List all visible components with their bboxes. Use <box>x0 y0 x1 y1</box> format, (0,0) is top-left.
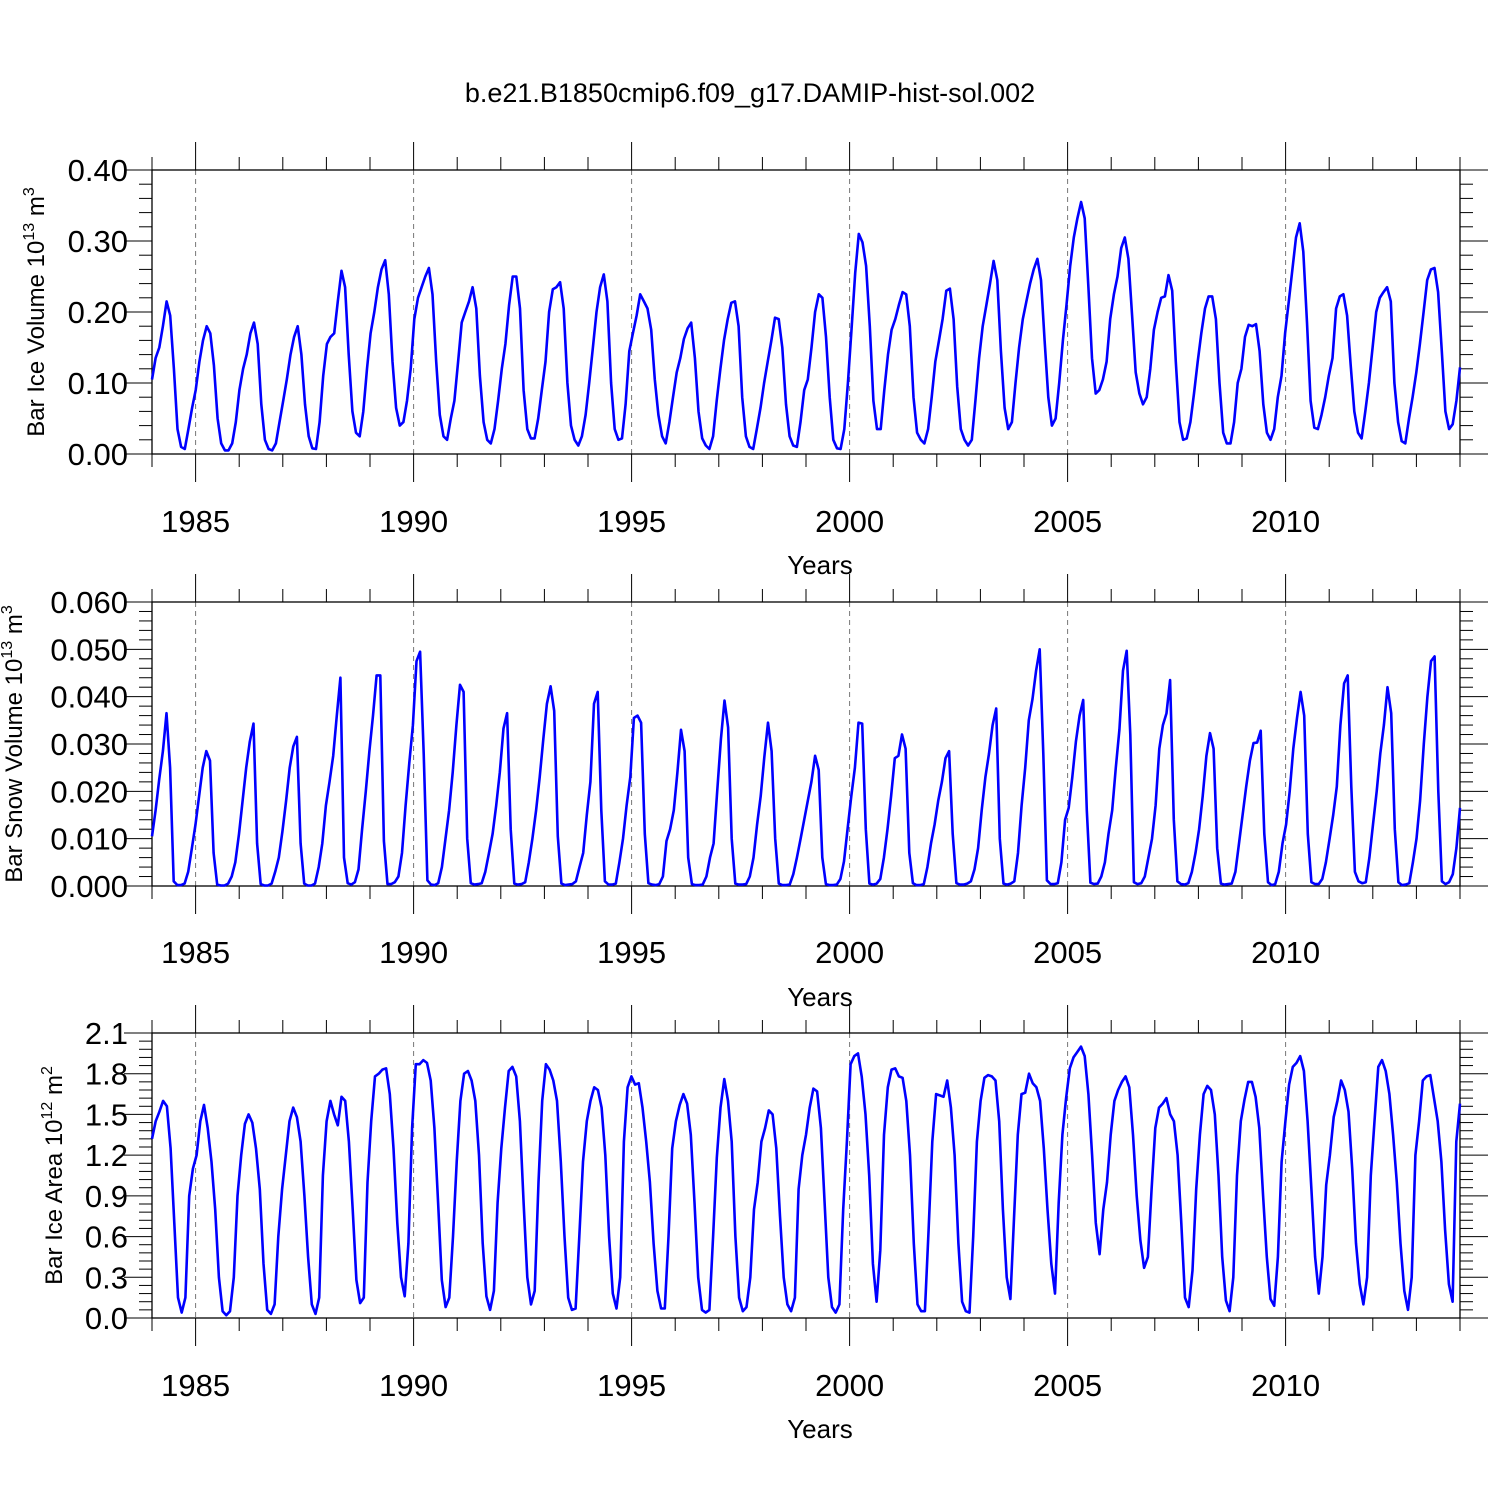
y-tick-label: 0.060 <box>50 585 128 620</box>
x-tick-label: 2005 <box>1033 1368 1102 1403</box>
y-tick-label: 0.6 <box>85 1220 128 1255</box>
y-axis-label: Bar Snow Volume 1013 m3 <box>0 605 28 883</box>
figure-title: b.e21.B1850cmip6.f09_g17.DAMIP-hist-sol.… <box>464 78 1036 108</box>
x-tick-label: 1985 <box>161 1368 230 1403</box>
y-tick-label: 0.000 <box>50 869 128 904</box>
panel-3: 1985 1990 1995 2000 2005 2010 Years 0.0 0.3 0.6 0.… <box>39 1005 1488 1444</box>
y-tick-label: 2.1 <box>85 1016 128 1051</box>
y-tick-label: 1.8 <box>85 1057 128 1092</box>
x-tick-label: 2000 <box>815 504 884 539</box>
y-tick-label: 0.00 <box>68 437 128 472</box>
series-line-1 <box>150 200 1462 452</box>
x-tick-label: 1990 <box>379 935 448 970</box>
plot-frame <box>151 1032 1461 1319</box>
panel-2: 1985 1990 1995 2000 2005 2010 Years 0.000 0.010 0… <box>0 574 1488 1012</box>
y-tick-label: 0.10 <box>68 366 128 401</box>
y-axis-label-exponent: 13 <box>0 641 16 659</box>
x-axis-label: Years <box>787 1414 853 1444</box>
x-tick-label: 1995 <box>597 504 666 539</box>
x-tick-label: 2010 <box>1251 504 1320 539</box>
y-axis-label-text: Bar Ice Volume 10 <box>23 241 50 437</box>
series-line-1 <box>150 647 1462 887</box>
panel-1: 1985 1990 1995 2000 2005 2010 Years 0.00 0.10 0.2… <box>21 142 1488 580</box>
y-axis-label-exponent: 13 <box>21 223 38 241</box>
y-axis-label-unit-exponent: 3 <box>0 605 16 614</box>
x-tick-label: 2005 <box>1033 935 1102 970</box>
series-line-1 <box>150 1045 1462 1317</box>
y-tick-label: 0.40 <box>68 153 128 188</box>
x-axis-label: Years <box>787 982 853 1012</box>
y-tick-label: 0.040 <box>50 680 128 715</box>
y-tick-label: 0.050 <box>50 632 128 667</box>
x-tick-label: 1990 <box>379 1368 448 1403</box>
y-tick-label: 0.9 <box>85 1179 128 1214</box>
x-tick-label: 1990 <box>379 504 448 539</box>
y-tick-label: 1.5 <box>85 1097 128 1132</box>
y-tick-label: 0.30 <box>68 224 128 259</box>
x-tick-label: 1995 <box>597 935 666 970</box>
y-tick-label: 0.20 <box>68 295 128 330</box>
y-axis-label-unit: m <box>1 614 28 641</box>
y-axis-label-unit: m <box>41 1075 68 1102</box>
x-tick-label: 1985 <box>161 504 230 539</box>
x-tick-label: 2010 <box>1251 1368 1320 1403</box>
x-axis-label: Years <box>787 550 853 580</box>
x-tick-label: 1995 <box>597 1368 666 1403</box>
y-tick-label: 0.030 <box>50 727 128 762</box>
y-tick-label: 1.2 <box>85 1138 128 1173</box>
y-axis-label-text: Bar Snow Volume 10 <box>1 659 28 883</box>
x-tick-label: 1985 <box>161 935 230 970</box>
y-tick-label: 0.3 <box>85 1260 128 1295</box>
y-axis-label: Bar Ice Volume 1013 m3 <box>21 187 50 437</box>
x-tick-label: 2000 <box>815 935 884 970</box>
x-tick-label: 2000 <box>815 1368 884 1403</box>
y-tick-label: 0.010 <box>50 822 128 857</box>
y-tick-label: 0.0 <box>85 1301 128 1336</box>
y-axis-label-exponent: 12 <box>39 1102 56 1120</box>
y-axis-label-text: Bar Ice Area 10 <box>41 1119 68 1284</box>
y-tick-label: 0.020 <box>50 774 128 809</box>
x-tick-label: 2010 <box>1251 935 1320 970</box>
x-tick-label: 2005 <box>1033 504 1102 539</box>
y-axis-label: Bar Ice Area 1012 m2 <box>39 1066 68 1285</box>
y-axis-label-unit-exponent: 2 <box>39 1066 56 1075</box>
y-axis-label-unit: m <box>23 196 50 223</box>
y-axis-label-unit-exponent: 3 <box>21 187 38 196</box>
